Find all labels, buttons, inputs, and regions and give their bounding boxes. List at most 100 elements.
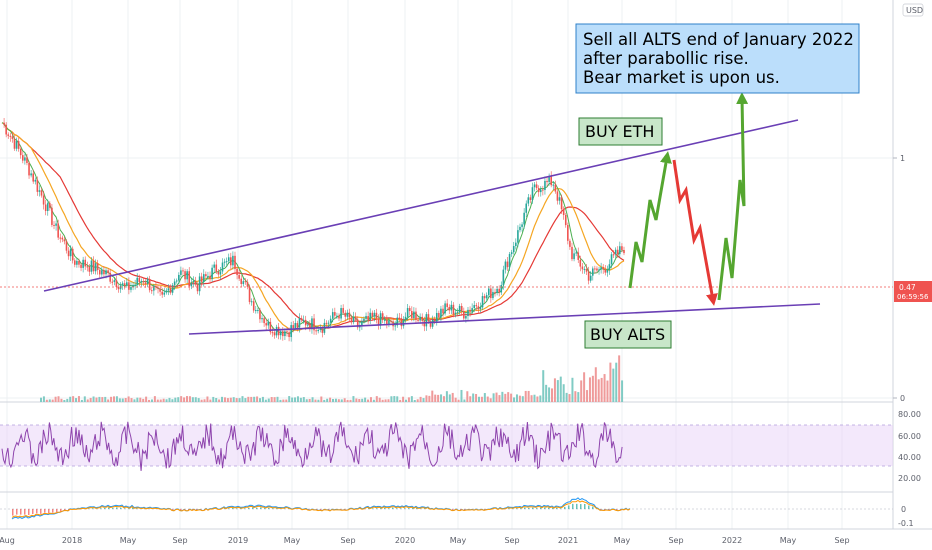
macd-bar [328,509,330,511]
candle-body [317,329,320,332]
volume-bar [162,398,165,402]
volume-bar [273,397,276,402]
candle-body [24,157,26,161]
candle-body [591,268,594,276]
candle-body [302,319,305,321]
projection-up-2[interactable] [717,92,749,301]
candle-body [175,280,178,282]
volume-bar [472,393,475,402]
candle-body [334,312,336,316]
candle-body [487,288,490,296]
volume-bar [545,384,548,402]
volume-bar [451,392,454,402]
volume-bar [241,396,244,402]
macd-bar [56,509,58,513]
volume-bar [580,380,583,402]
macd-bar [384,507,386,509]
volume-bar [332,398,334,402]
time-tick-label: 2018 [62,536,82,545]
candle-body [178,274,180,281]
volume-bar [603,374,606,402]
volume-bar [250,396,253,402]
volume-bar [384,399,387,402]
candle-body [440,308,442,318]
projection-up-1[interactable] [628,151,672,289]
candle-body [153,286,155,291]
candle-body [300,318,303,320]
volume-bar [562,384,565,402]
projection-down[interactable] [672,159,718,306]
candle-body [356,319,359,328]
last-price-tag [894,281,932,302]
macd-bar [104,507,106,509]
candle-body [517,230,519,243]
volume-bar [501,391,504,402]
candle-body [361,321,363,326]
candle-body [121,283,124,286]
candle-body [585,268,588,272]
volume-bar [442,396,445,402]
candle-body [130,286,132,290]
volume-bar [226,398,229,402]
rsi-tick-80: 80.00 [898,410,921,419]
candle-body [602,267,604,270]
volume-bar [264,399,267,402]
candle-body [51,207,53,225]
buy-eth-label[interactable]: BUY ETH [578,117,663,146]
volume-bar [571,377,574,402]
candle-body [3,122,5,125]
candle-body [438,312,440,318]
candle-body [169,288,172,293]
candle-body [267,321,270,326]
candle-body [450,304,453,311]
volume-bar [498,395,501,402]
candle-body [275,326,278,336]
candle-body [246,281,249,287]
candle-body [575,252,577,254]
macd-tick-neg: -0.1 [898,519,914,528]
volume-bar [489,398,492,402]
last-price-value: 0.47 [899,283,916,292]
buy-alts-label[interactable]: BUY ALTS [584,320,672,349]
candle-body [367,315,369,320]
candle-body [159,288,161,292]
candle-body [325,322,328,324]
macd-bar [52,509,54,513]
candle-body [342,308,344,313]
macd-bar [128,508,130,509]
volume-bar [574,391,577,402]
currency-label: USD [906,6,923,15]
volume-bar [174,397,177,402]
volume-bar [200,399,203,402]
candle-body [502,269,505,285]
macd-bar [248,507,250,509]
volume-bar [75,398,78,402]
candle-body [190,282,193,287]
candle-body [261,318,263,320]
candle-body [608,264,611,271]
candle-body [365,315,367,319]
volume-bar [600,377,603,402]
volume-bar [583,372,586,402]
macd-bar [116,507,118,509]
time-axis[interactable]: Aug 2018 May Sep 2019 May Sep 2020 May Sep 2021 May… [0,536,850,545]
candle-body [344,312,347,317]
upper-trendline[interactable] [43,119,799,292]
lower-trendline[interactable] [188,303,821,335]
volume-bar [553,378,556,402]
volume-bar [372,399,375,402]
macd-bar [584,503,586,509]
currency-badge[interactable] [902,3,924,17]
price-axis[interactable]: USD 1 0 0.47 06:59:56 [893,3,932,403]
candle-body [53,224,55,226]
volume-bar [276,396,279,402]
candle-body [26,157,28,164]
volume-bar [612,368,615,402]
volume-bar [536,396,539,402]
volume-bar [428,395,431,402]
candle-body [560,197,563,210]
volume-bar [615,362,618,402]
candle-body [234,255,236,269]
sell-note-box[interactable]: Sell all ALTS end of January 2022 after … [575,23,860,94]
